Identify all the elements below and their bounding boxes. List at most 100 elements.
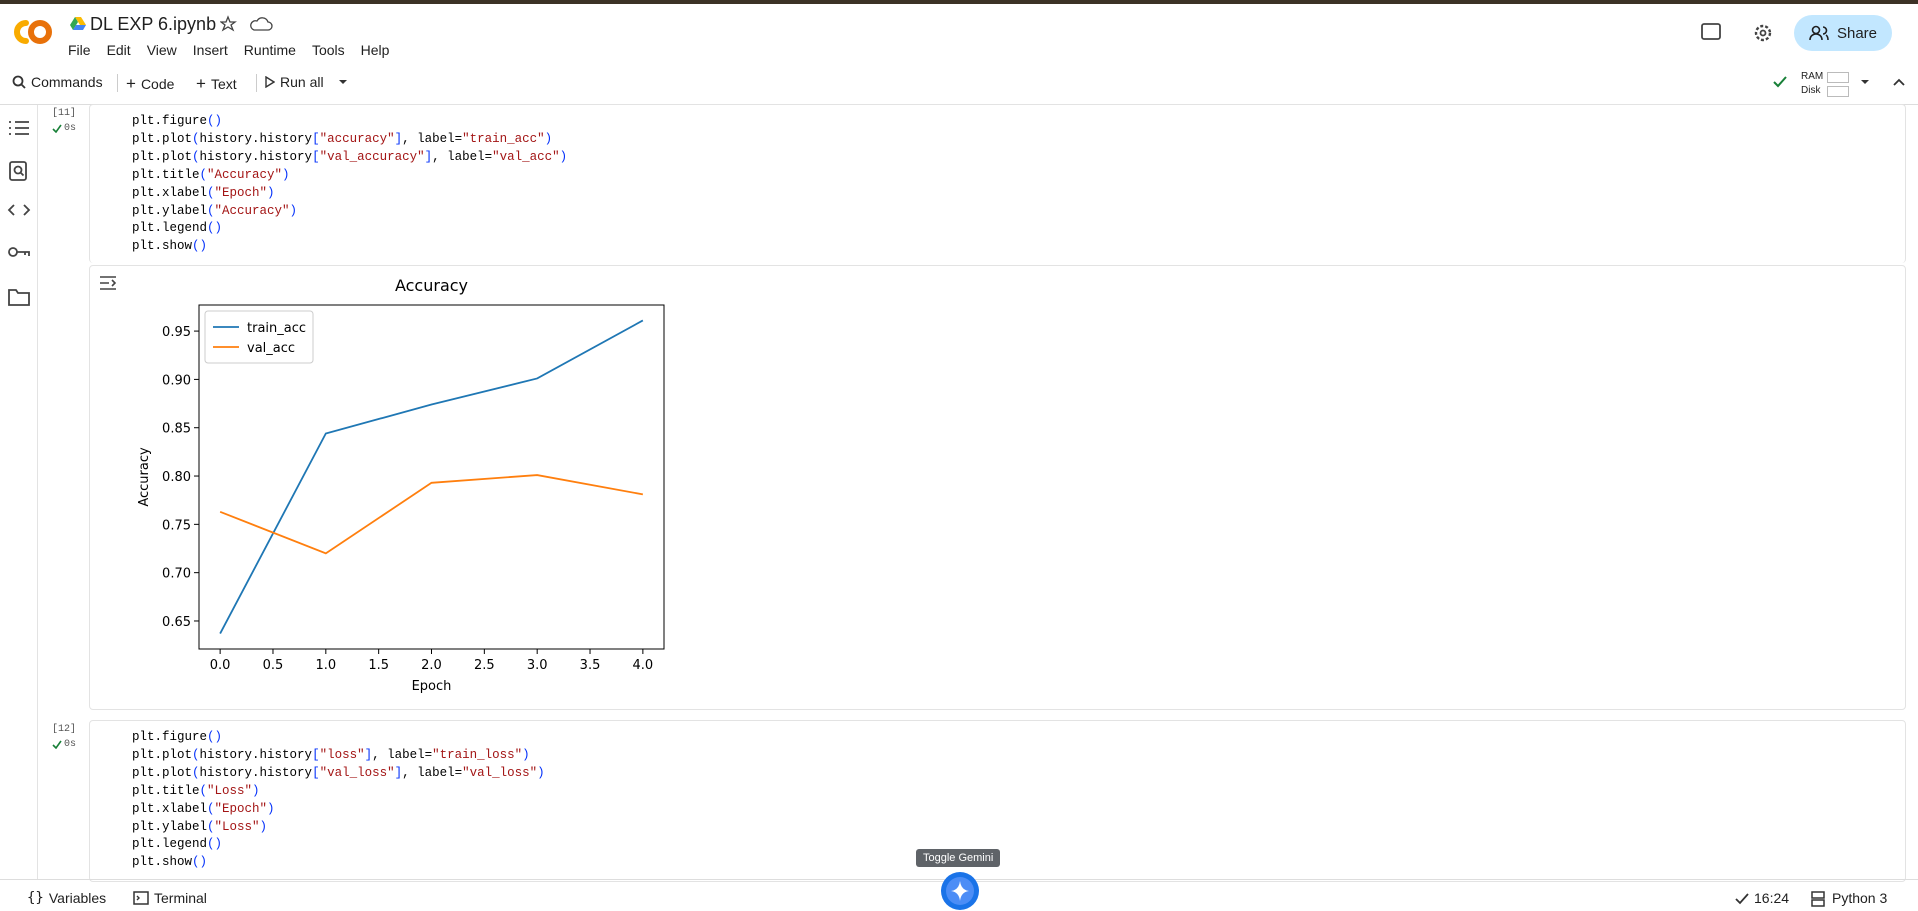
title-icons[interactable] <box>220 15 280 35</box>
code-line: plt.title("Loss") <box>132 783 260 798</box>
menu-item[interactable]: Insert <box>192 42 228 58</box>
code-line: plt.plot(history.history["loss"], label=… <box>132 747 530 762</box>
data-line <box>219 474 644 555</box>
output-toggle[interactable] <box>98 274 118 292</box>
add-code-button[interactable]: + Code <box>126 74 174 94</box>
runtime-label[interactable]: Python 3 <box>1832 890 1888 906</box>
run-all-label: Run all <box>280 74 324 90</box>
braces-icon: {} <box>27 890 44 906</box>
code-line: plt.figure() <box>132 730 223 744</box>
y-tick-label: 0.90 <box>162 373 191 388</box>
share-button[interactable]: Share <box>1794 15 1892 51</box>
separator <box>256 74 257 92</box>
toolbar-right-icons[interactable] <box>1858 74 1908 90</box>
x-axis-label: Epoch <box>412 679 452 694</box>
code-line: plt.legend() <box>132 837 223 852</box>
drive-icon <box>70 17 86 30</box>
ram-label: RAM <box>1801 71 1824 82</box>
code-line: plt.show() <box>132 239 208 254</box>
commands-button[interactable]: Commands <box>12 74 103 90</box>
execution-time: 0s <box>64 123 77 134</box>
share-label: Share <box>1836 24 1878 42</box>
check-icon <box>52 740 62 749</box>
resources[interactable]: RAM Disk <box>1801 70 1823 98</box>
menu-item[interactable]: Help <box>360 42 390 58</box>
header-icons[interactable] <box>1700 22 1780 44</box>
y-tick-label: 0.70 <box>162 567 191 582</box>
check-icon <box>52 124 62 133</box>
legend-label: train_acc <box>247 321 306 336</box>
code-line: plt.legend() <box>132 221 223 236</box>
x-tick-label: 0.0 <box>210 658 231 673</box>
gemini-button[interactable] <box>940 871 980 911</box>
code-line: plt.figure() <box>132 114 223 128</box>
y-tick-label: 0.80 <box>162 470 191 485</box>
chart-title: Accuracy <box>395 276 468 295</box>
search-icon <box>12 75 26 89</box>
sidebar-icons[interactable] <box>6 118 32 308</box>
execution-count: [12] <box>52 724 77 735</box>
y-tick-label: 0.85 <box>162 422 191 437</box>
dropdown-icon[interactable] <box>329 77 351 87</box>
code-line: plt.ylabel("Loss") <box>132 819 268 834</box>
run-all-button[interactable]: Run all <box>265 74 351 90</box>
variables-button[interactable]: {} Variables <box>27 890 106 906</box>
commands-label: Commands <box>31 74 103 90</box>
disk-bar <box>1827 86 1849 97</box>
axes-frame <box>198 304 665 650</box>
gemini-tooltip: Toggle Gemini <box>916 849 1001 867</box>
execution-time: 0s <box>64 739 77 750</box>
status-check <box>1735 893 1749 905</box>
execution-count: [11] <box>52 108 77 119</box>
terminal-label: Terminal <box>154 890 207 906</box>
runtime-icon <box>1811 891 1825 907</box>
x-tick-label: 4.0 <box>633 658 654 673</box>
output-area <box>89 265 1906 710</box>
x-tick-label: 3.5 <box>580 658 601 673</box>
code-line: plt.ylabel("Accuracy") <box>132 203 298 218</box>
add-text-button[interactable]: + Text <box>196 74 237 94</box>
code-cell <box>89 720 1906 882</box>
code-cell <box>89 104 1906 263</box>
execution-status: 0s <box>52 123 76 134</box>
code-label: Code <box>140 76 175 92</box>
execution-status: 0s <box>52 739 76 750</box>
code-line: plt.show() <box>132 855 208 870</box>
x-tick-label: 2.5 <box>474 658 495 673</box>
top-strip <box>0 0 1918 4</box>
menu-item[interactable]: Runtime <box>243 42 296 58</box>
y-tick-label: 0.95 <box>162 325 191 340</box>
disk-label: Disk <box>1801 85 1821 96</box>
share-icon <box>1809 25 1829 41</box>
code-line: plt.xlabel("Epoch") <box>132 801 275 816</box>
colab-logo <box>14 20 52 44</box>
y-tick-label: 0.75 <box>162 518 191 533</box>
x-tick-label: 3.0 <box>527 658 548 673</box>
terminal-button[interactable]: Terminal <box>133 890 207 906</box>
x-tick-label: 0.5 <box>263 658 284 673</box>
data-line <box>219 319 644 634</box>
plus-icon: + <box>196 74 206 93</box>
code-line: plt.plot(history.history["val_loss"], la… <box>132 765 545 780</box>
x-tick-label: 1.0 <box>315 658 336 673</box>
menu-bar: File Edit View Insert Runtime Tools Help <box>68 42 405 60</box>
x-tick-label: 2.0 <box>421 658 442 673</box>
execution-time: 16:24 <box>1754 890 1790 906</box>
menu-item[interactable]: File <box>68 42 91 58</box>
variables-label: Variables <box>48 890 107 906</box>
menu-item[interactable]: Edit <box>106 42 131 58</box>
notebook-title[interactable]: DL EXP 6.ipynb <box>90 14 217 34</box>
code-line: plt.title("Accuracy") <box>132 167 290 182</box>
text-label: Text <box>210 76 237 92</box>
code-line: plt.xlabel("Epoch") <box>132 185 275 200</box>
legend-label: val_acc <box>247 341 295 356</box>
sidebar-border <box>37 105 38 880</box>
menu-item[interactable]: Tools <box>311 42 345 58</box>
legend-box <box>204 310 314 364</box>
separator <box>117 74 118 92</box>
connected-check <box>1773 76 1787 88</box>
menu-item[interactable]: View <box>146 42 177 58</box>
chart: Accuracy 0.0 0.5 1.0 1.5 2.0 2.5 3.0 3.5 4.0 0.65 0… <box>137 276 665 694</box>
